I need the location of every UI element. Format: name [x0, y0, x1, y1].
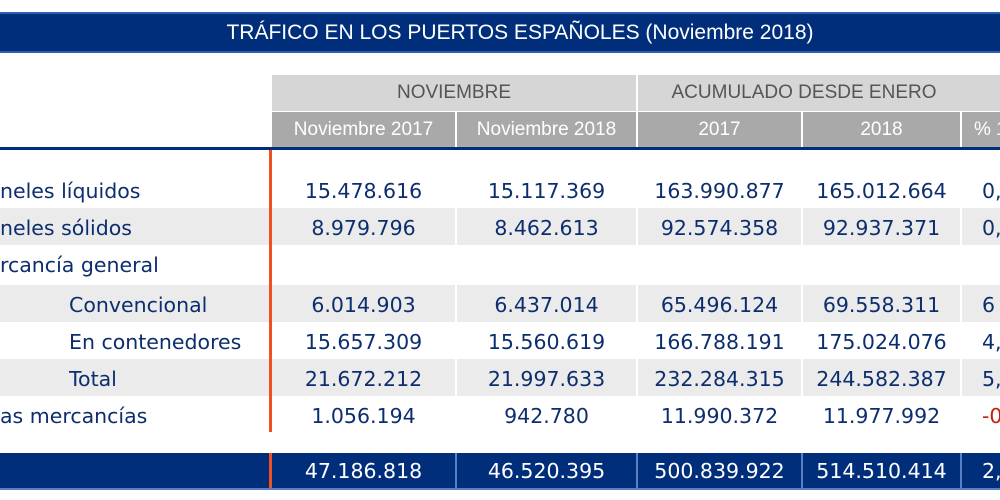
total-value: 514.510.414 [816, 459, 947, 483]
row-value: 244.582.387 [816, 367, 947, 391]
total-value: 500.839.922 [654, 459, 785, 483]
row-value: 15.560.619 [487, 330, 606, 354]
table-row: Convencional 6.014.903 6.437.014 65.496.124… [0, 285, 1000, 322]
row-value: 11.977.992 [822, 404, 941, 428]
row-label: Convencional [69, 293, 208, 317]
table-row: En contenedores 15.657.309 15.560.619 166.7… [0, 322, 1000, 359]
table-row: rcancía general [0, 245, 1000, 282]
group-header-noviembre: NOVIEMBRE [272, 75, 636, 111]
row-value: 166.788.191 [654, 330, 785, 354]
row-value: 4, [982, 330, 1000, 354]
table-row: neles líquidos 15.478.616 15.117.369 163.99… [0, 171, 1000, 208]
total-row: 47.186.818 46.520.395 500.839.922 514.51… [0, 453, 1000, 490]
row-value: 69.558.311 [822, 293, 941, 317]
column-header: % 1 [962, 112, 1000, 148]
row-value: 232.284.315 [654, 367, 785, 391]
row-value: 165.012.664 [816, 179, 947, 203]
total-value: 47.186.818 [304, 459, 423, 483]
row-value: 175.024.076 [816, 330, 947, 354]
row-value [272, 245, 455, 282]
row-value: 21.997.633 [487, 367, 606, 391]
row-label: neles sólidos [0, 216, 132, 240]
row-value: 92.937.371 [822, 216, 941, 240]
table-title: TRÁFICO EN LOS PUERTOS ESPAÑOLES (Noviem… [0, 12, 1000, 53]
row-value: -0 [982, 404, 1000, 428]
header-divider [0, 147, 1000, 150]
column-header: 2018 [803, 112, 960, 148]
row-value: 15.478.616 [304, 179, 423, 203]
row-value: 0, [982, 216, 1000, 240]
row-value: 0, [982, 179, 1000, 203]
row-value [457, 245, 636, 282]
row-label: Total [69, 367, 117, 391]
row-value [962, 245, 1000, 282]
accent-line [269, 150, 272, 432]
row-value: 6 [982, 293, 996, 317]
row-value: 65.496.124 [660, 293, 779, 317]
total-value: 46.520.395 [487, 459, 606, 483]
row-value: 8.979.796 [311, 216, 416, 240]
total-value: 2, [982, 459, 1000, 483]
row-value: 5, [982, 367, 1000, 391]
row-label: neles líquidos [0, 179, 141, 203]
row-value: 15.657.309 [304, 330, 423, 354]
row-value: 942.780 [504, 404, 589, 428]
table-row: as mercancías 1.056.194 942.780 11.990.372 1… [0, 396, 1000, 433]
row-value: 8.462.613 [494, 216, 599, 240]
group-header-acumulado: ACUMULADO DESDE ENERO [638, 75, 1000, 111]
column-header: Noviembre 2018 [457, 112, 636, 148]
row-label: rcancía general [0, 253, 159, 277]
column-header: 2017 [638, 112, 801, 148]
row-value: 163.990.877 [654, 179, 785, 203]
table-row: Total 21.672.212 21.997.633 232.284.315 244.… [0, 359, 1000, 396]
row-value: 11.990.372 [660, 404, 779, 428]
row-value: 6.437.014 [494, 293, 599, 317]
row-value: 1.056.194 [311, 404, 416, 428]
row-label: as mercancías [0, 404, 148, 428]
row-label: En contenedores [69, 330, 242, 354]
total-label [0, 453, 269, 488]
row-value [803, 245, 960, 282]
column-header: Noviembre 2017 [272, 112, 455, 148]
row-value: 92.574.358 [660, 216, 779, 240]
row-value: 6.014.903 [311, 293, 416, 317]
row-value [638, 245, 801, 282]
row-value: 15.117.369 [487, 179, 606, 203]
table-row: neles sólidos 8.979.796 8.462.613 92.574.35… [0, 208, 1000, 245]
row-value: 21.672.212 [304, 367, 423, 391]
